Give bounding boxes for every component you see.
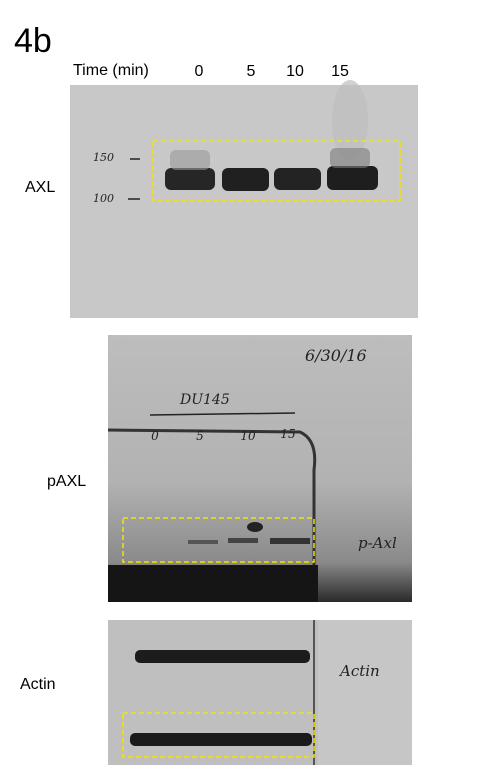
handwriting: Actin [338,662,380,680]
handwriting: 15 [280,427,295,441]
figure: 4b Time (min) 0 5 10 15 150 100 AXL 6/30… [0,0,483,769]
time-label: 0 [195,63,204,80]
handwriting: DU145 [179,392,230,408]
handwriting: 5 [196,429,204,443]
actin-blot: Actin [108,620,412,765]
time-header: Time (min) [73,62,149,79]
marker: 150 [93,151,114,164]
blot-label: pAXL [47,473,86,490]
time-label: 15 [331,63,349,80]
axl-blot: 150 100 [70,80,418,318]
figure-label: 4b [14,22,52,60]
time-label: 5 [247,63,256,80]
handwriting: p-Axl [358,534,397,552]
blot-label: Actin [20,676,56,693]
time-label: 10 [286,63,304,80]
handwriting: 10 [240,429,256,443]
handwriting: 6/30/16 [305,346,367,365]
marker: 100 [93,192,114,205]
handwriting: 0 [151,429,159,443]
paxl-blot: 6/30/16 DU145 0 5 10 15 p-Axl [108,335,412,602]
blot-label: AXL [25,179,55,196]
